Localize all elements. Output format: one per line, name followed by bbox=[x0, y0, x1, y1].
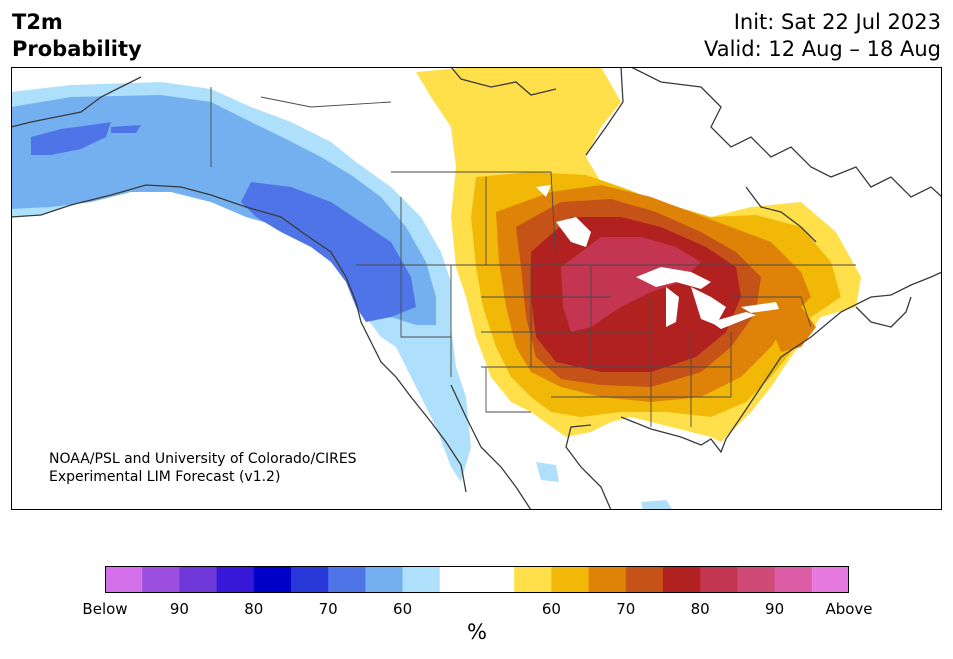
colorbar-swatch bbox=[811, 566, 849, 593]
colorbar-swatch bbox=[253, 566, 292, 593]
colorbar-swatch bbox=[291, 566, 329, 593]
colorbar-swatch bbox=[105, 566, 143, 593]
credit-line-1: NOAA/PSL and University of Colorado/CIRE… bbox=[49, 451, 357, 467]
colorbar-tick-label: 90 bbox=[169, 600, 189, 618]
credit-line-2: Experimental LIM Forecast (v1.2) bbox=[49, 469, 281, 485]
colorbar-tick-label: 80 bbox=[690, 600, 710, 618]
map-title: T2m Probability bbox=[12, 9, 142, 63]
above-normal-shading bbox=[416, 67, 861, 442]
colorbar-tick-label: 70 bbox=[616, 600, 636, 618]
colorbar-swatch bbox=[551, 566, 590, 593]
colorbar-tick-label: 60 bbox=[393, 600, 413, 618]
colorbar-tick-label: 60 bbox=[541, 600, 561, 618]
colorbar-swatch bbox=[625, 566, 664, 593]
colorbar-swatch bbox=[328, 566, 366, 593]
colorbar-unit-label: % bbox=[467, 620, 487, 644]
init-date: Init: Sat 22 Jul 2023 bbox=[733, 10, 941, 34]
colorbar-swatch bbox=[663, 566, 701, 593]
colorbar-frame bbox=[105, 566, 849, 593]
map-frame bbox=[11, 67, 942, 510]
title-line-2: Probability bbox=[12, 37, 142, 61]
colorbar-swatch bbox=[774, 566, 813, 593]
colorbar-tick-label: 70 bbox=[318, 600, 338, 618]
colorbar-swatch bbox=[402, 566, 441, 593]
below-normal-shading bbox=[11, 82, 673, 510]
credit-text: NOAA/PSL and University of Colorado/CIRE… bbox=[49, 450, 357, 486]
colorbar-swatch bbox=[514, 566, 552, 593]
colorbar-swatch bbox=[439, 566, 478, 593]
colorbar-swatch bbox=[142, 566, 180, 593]
forecast-dates: Init: Sat 22 Jul 2023 Valid: 12 Aug – 18… bbox=[704, 9, 941, 63]
colorbar-swatch bbox=[477, 566, 515, 593]
water-bodies bbox=[536, 185, 779, 329]
colorbar-swatch bbox=[216, 566, 255, 593]
colorbar-swatch bbox=[700, 566, 738, 593]
probability-map bbox=[11, 67, 942, 510]
colorbar-swatch bbox=[365, 566, 404, 593]
title-line-1: T2m bbox=[12, 10, 63, 34]
colorbar-tick-label: Above bbox=[825, 600, 873, 618]
coastlines bbox=[11, 67, 942, 510]
colorbar-swatch bbox=[588, 566, 627, 593]
colorbar-tick-label: 80 bbox=[244, 600, 264, 618]
colorbar-swatch bbox=[737, 566, 776, 593]
state-borders bbox=[210, 87, 856, 427]
colorbar-tick-label: 90 bbox=[765, 600, 785, 618]
colorbar-tick-label: Below bbox=[82, 600, 128, 618]
colorbar-swatch bbox=[179, 566, 218, 593]
valid-date: Valid: 12 Aug – 18 Aug bbox=[703, 37, 941, 61]
probability-colorbar bbox=[105, 566, 849, 593]
